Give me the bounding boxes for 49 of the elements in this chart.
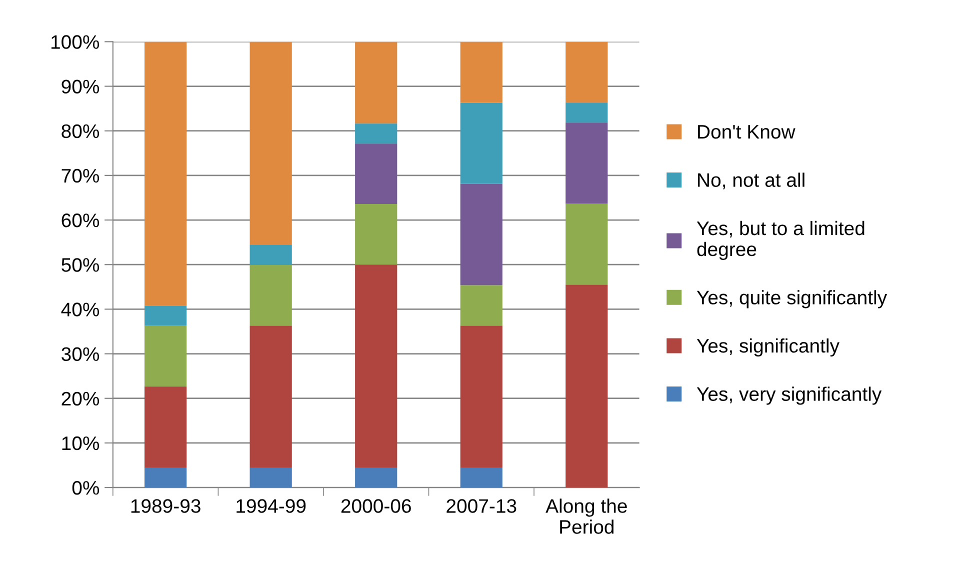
y-tick-label: 40% — [61, 302, 100, 316]
legend-label: Don't Know — [698, 125, 796, 139]
y-tick-label: 50% — [62, 258, 100, 272]
bar — [460, 102, 502, 184]
bar — [144, 326, 187, 386]
bar — [460, 42, 502, 103]
bar — [144, 467, 187, 488]
bar — [460, 467, 502, 488]
y-tick-label: 0% — [72, 480, 100, 495]
y-tick-label: 70% — [62, 168, 100, 183]
y-tick-label: 90% — [62, 80, 100, 94]
bar — [250, 42, 292, 245]
y-tick-label: 60% — [62, 213, 100, 228]
x-tick-label: 2000-06 — [341, 499, 411, 513]
bar — [250, 326, 292, 468]
bar — [355, 42, 398, 124]
y-tick-label: 30% — [62, 347, 100, 362]
bar — [460, 184, 502, 286]
bar — [250, 467, 292, 488]
legend-label: Yes, very significantly — [696, 386, 882, 405]
legend-label: No, not at all — [698, 172, 804, 190]
bar — [566, 204, 608, 285]
bar — [144, 306, 187, 326]
bar — [355, 123, 398, 144]
bar — [566, 122, 608, 204]
bar — [460, 326, 502, 468]
x-tick-label: 2007-13 — [446, 499, 516, 513]
legend-label: Yes, significantly — [696, 338, 840, 357]
y-tick-label: 100% — [51, 35, 100, 49]
y-tick-label: 10% — [62, 436, 100, 450]
bar — [355, 467, 398, 488]
bar — [250, 265, 292, 326]
bar — [144, 386, 187, 468]
bar — [566, 102, 608, 122]
x-tick-label: Along the Period — [546, 498, 627, 534]
bar — [250, 244, 292, 266]
legend-label: Yes, but to a limited degree — [696, 220, 864, 260]
bar — [144, 42, 187, 306]
bar — [566, 284, 608, 488]
bar — [460, 285, 502, 326]
bar — [355, 264, 398, 468]
x-tick-label: 1989-93 — [131, 499, 200, 513]
y-tick-label: 80% — [62, 124, 100, 138]
bar — [355, 143, 398, 204]
x-tick-label: 1994-99 — [236, 499, 306, 513]
legend-label: Yes, quite significantly — [696, 290, 888, 308]
y-tick-label: 20% — [62, 392, 100, 406]
bar — [355, 204, 398, 265]
bar — [566, 42, 608, 102]
